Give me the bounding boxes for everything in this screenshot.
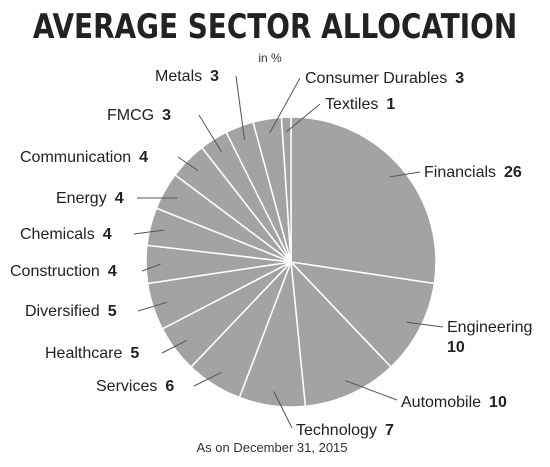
- leader-line: [406, 321, 444, 328]
- slice-name: Metals: [155, 68, 202, 85]
- leader-line: [286, 103, 321, 132]
- pie-slice: [280, 116, 292, 263]
- leader-line: [345, 380, 398, 401]
- slice-name: Consumer Durables: [305, 70, 447, 87]
- leader-line: [269, 77, 301, 134]
- slice-label: Chemicals 4: [20, 226, 112, 243]
- slice-name: Engineering: [447, 319, 532, 336]
- leader-line: [137, 301, 168, 312]
- slice-label: Healthcare 5: [45, 345, 139, 362]
- slice-name: Chemicals: [20, 226, 95, 243]
- slice-label: Services 6: [96, 378, 174, 395]
- slice-label: Technology 7: [296, 422, 394, 439]
- slice-value: 3: [455, 70, 464, 87]
- chart-subtitle: in %: [258, 51, 282, 65]
- slice-name: Technology: [296, 422, 377, 439]
- slice-value: 26: [504, 164, 522, 181]
- slice-value: 4: [139, 149, 148, 166]
- slice-label: Construction 4: [10, 263, 117, 280]
- slice-label: Consumer Durables 3: [305, 70, 464, 87]
- slice-name: Financials: [424, 164, 496, 181]
- slice-name: Construction: [10, 263, 100, 280]
- slice-value: 5: [130, 345, 139, 362]
- slice-label: Engineering 10: [447, 319, 532, 356]
- slice-label: Energy 4: [56, 190, 124, 207]
- pie: [145, 116, 437, 408]
- slice-value: 7: [385, 422, 394, 439]
- slice-value: 4: [103, 226, 112, 243]
- slice-name: Textiles: [325, 96, 378, 113]
- slice-value: 5: [108, 303, 117, 320]
- pie-slice: [290, 259, 393, 408]
- slice-name: Healthcare: [45, 345, 122, 362]
- slice-label: Metals 3: [155, 68, 219, 85]
- slice-value: 3: [162, 107, 171, 124]
- slice-name: Automobile: [401, 394, 481, 411]
- slice-value: 1: [386, 96, 395, 113]
- pie-slice: [290, 116, 437, 285]
- leader-line: [198, 114, 222, 152]
- leader-line: [177, 156, 199, 171]
- slice-label: Financials 26: [424, 164, 522, 181]
- leader-line: [161, 339, 187, 354]
- footnote: As on December 31, 2015: [196, 440, 347, 455]
- leader-line: [389, 171, 421, 178]
- leader-line: [193, 371, 222, 387]
- slice-name: FMCG: [107, 107, 154, 124]
- slice-name: Diversified: [25, 303, 100, 320]
- slice-value: 4: [108, 263, 117, 280]
- slice-label: Textiles 1: [325, 96, 395, 113]
- slice-value: 3: [210, 68, 219, 85]
- leader-line: [273, 391, 293, 429]
- slice-label: FMCG 3: [107, 107, 171, 124]
- slice-value: 4: [115, 190, 124, 207]
- leader-line: [133, 229, 165, 235]
- slice-value: 10: [489, 394, 507, 411]
- slice-label: Communication 4: [20, 149, 148, 166]
- leader-line: [141, 263, 161, 272]
- labels: Financials 26 Engineering 10 Automobile 10 Tec…: [10, 68, 532, 439]
- leader-line: [235, 75, 246, 141]
- pie-slice: [288, 260, 436, 369]
- slice-value: 6: [165, 378, 174, 395]
- chart-title: AVERAGE SECTOR ALLOCATION: [33, 7, 517, 46]
- slice-name: Communication: [20, 149, 131, 166]
- slice-label: Diversified 5: [25, 303, 117, 320]
- slice-name: Energy: [56, 190, 107, 207]
- slice-name: Services: [96, 378, 157, 395]
- slice-label: Automobile 10: [401, 394, 507, 411]
- slice-value: 10: [447, 339, 465, 356]
